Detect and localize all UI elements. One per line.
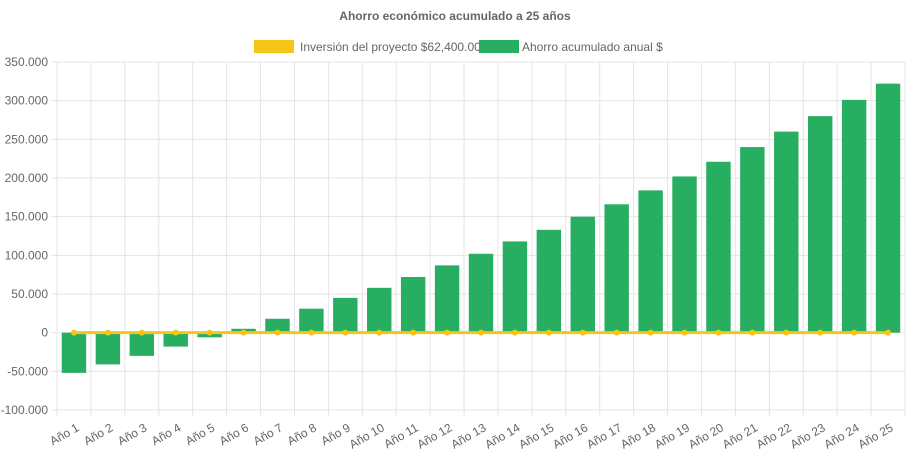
bar-savings[interactable] bbox=[434, 265, 460, 333]
x-gridlines bbox=[56, 62, 906, 416]
y-tick-label: 300.000 bbox=[5, 94, 49, 108]
x-tick-label: Año 1 bbox=[47, 420, 81, 448]
x-tick-label: Año 10 bbox=[347, 420, 387, 451]
bar-savings[interactable] bbox=[468, 253, 494, 333]
point-investment[interactable] bbox=[783, 329, 790, 336]
x-tick-label: Año 13 bbox=[449, 420, 489, 451]
point-investment[interactable] bbox=[478, 329, 484, 336]
point-investment[interactable] bbox=[647, 329, 654, 336]
point-investment[interactable] bbox=[817, 329, 824, 336]
y-tick-label: 350.000 bbox=[5, 55, 49, 69]
x-axis-tick-labels: Año 1 Año 2 Año 3 Año 4 Año 5 Año 6 Año 7 Año 8… bbox=[47, 420, 896, 451]
y-tick-label: 50.000 bbox=[11, 287, 48, 301]
bar-savings[interactable] bbox=[536, 229, 562, 333]
x-tick-label: Año 15 bbox=[516, 420, 556, 451]
x-tick-label: Año 25 bbox=[856, 420, 896, 451]
point-investment[interactable] bbox=[579, 329, 586, 336]
legend-item-savings[interactable]: Ahorro acumulado anual $ bbox=[479, 40, 663, 54]
bar-savings[interactable] bbox=[333, 297, 358, 333]
legend-swatch-investment bbox=[254, 40, 294, 53]
point-investment[interactable] bbox=[681, 329, 688, 336]
y-tick-label: -50.000 bbox=[7, 364, 48, 378]
x-tick-label: Año 2 bbox=[81, 420, 115, 448]
x-tick-label: Año 18 bbox=[618, 420, 658, 451]
bar-savings[interactable] bbox=[61, 332, 87, 373]
bar-savings[interactable] bbox=[502, 241, 528, 333]
point-investment[interactable] bbox=[206, 329, 213, 336]
x-tick-label: Año 6 bbox=[217, 420, 251, 448]
x-tick-label: Año 8 bbox=[285, 420, 319, 448]
x-tick-label: Año 12 bbox=[415, 420, 455, 451]
bar-savings[interactable] bbox=[841, 99, 867, 333]
x-tick-label: Año 7 bbox=[251, 420, 285, 448]
legend-swatch-savings bbox=[479, 40, 519, 53]
chart-title: Ahorro económico acumulado a 25 años bbox=[339, 9, 571, 23]
x-tick-label: Año 11 bbox=[381, 420, 420, 451]
point-investment[interactable] bbox=[240, 329, 247, 336]
bar-savings[interactable] bbox=[265, 318, 290, 333]
bar-savings[interactable] bbox=[299, 308, 324, 333]
bar-savings[interactable] bbox=[638, 190, 663, 333]
bar-series-savings bbox=[61, 83, 901, 373]
legend: Inversión del proyecto $62,400.00 Ahorro… bbox=[254, 40, 663, 54]
bar-savings[interactable] bbox=[875, 83, 901, 333]
bar-savings[interactable] bbox=[129, 332, 155, 356]
point-investment[interactable] bbox=[613, 329, 620, 336]
point-investment[interactable] bbox=[138, 329, 145, 336]
point-investment[interactable] bbox=[104, 329, 111, 336]
legend-label-savings: Ahorro acumulado anual $ bbox=[522, 40, 663, 54]
x-tick-label: Año 21 bbox=[720, 420, 760, 451]
x-tick-label: Año 17 bbox=[584, 420, 624, 451]
x-tick-label: Año 22 bbox=[754, 420, 794, 451]
x-tick-label: Año 19 bbox=[652, 420, 692, 451]
bar-savings[interactable] bbox=[604, 204, 629, 333]
point-investment[interactable] bbox=[172, 329, 179, 336]
x-tick-label: Año 16 bbox=[550, 420, 590, 451]
point-investment[interactable] bbox=[545, 329, 552, 336]
point-investment[interactable] bbox=[70, 329, 77, 336]
y-tick-label: -100.000 bbox=[1, 403, 49, 417]
legend-label-investment: Inversión del proyecto $62,400.00 bbox=[300, 40, 481, 54]
point-investment[interactable] bbox=[885, 329, 892, 336]
bar-savings[interactable] bbox=[706, 161, 731, 333]
bar-savings[interactable] bbox=[807, 116, 833, 333]
legend-item-investment[interactable]: Inversión del proyecto $62,400.00 bbox=[254, 40, 481, 54]
point-investment[interactable] bbox=[715, 329, 722, 336]
x-tick-label: Año 20 bbox=[686, 420, 726, 451]
bar-savings[interactable] bbox=[774, 131, 799, 333]
line-series-investment bbox=[70, 329, 892, 336]
y-tick-label: 250.000 bbox=[5, 132, 49, 146]
point-investment[interactable] bbox=[851, 329, 858, 336]
point-investment[interactable] bbox=[342, 329, 349, 336]
point-investment[interactable] bbox=[376, 329, 383, 336]
x-tick-label: Año 24 bbox=[822, 420, 862, 451]
point-investment[interactable] bbox=[444, 329, 451, 336]
x-tick-label: Año 4 bbox=[149, 420, 183, 448]
x-tick-label: Año 9 bbox=[319, 420, 353, 448]
point-investment[interactable] bbox=[274, 329, 281, 336]
y-tick-label: 100.000 bbox=[5, 248, 49, 262]
point-investment[interactable] bbox=[511, 329, 518, 336]
bar-savings[interactable] bbox=[400, 276, 426, 333]
bar-savings[interactable] bbox=[163, 332, 188, 347]
point-investment[interactable] bbox=[749, 329, 756, 336]
y-axis-tick-labels: 350.000 300.000 250.000 200.000 150.000 100.0… bbox=[1, 55, 49, 417]
bar-savings[interactable] bbox=[95, 332, 121, 365]
bar-savings[interactable] bbox=[672, 176, 697, 333]
x-tick-label: Año 3 bbox=[115, 420, 149, 448]
y-tick-label: 200.000 bbox=[5, 171, 49, 185]
bar-savings[interactable] bbox=[367, 287, 392, 333]
y-tick-label: 0 bbox=[41, 326, 48, 340]
point-investment[interactable] bbox=[410, 329, 417, 336]
bar-savings[interactable] bbox=[740, 147, 765, 333]
x-tick-label: Año 5 bbox=[183, 420, 217, 448]
bar-savings[interactable] bbox=[570, 216, 595, 333]
y-tick-label: 150.000 bbox=[5, 210, 49, 224]
x-tick-label: Año 14 bbox=[482, 420, 522, 451]
x-tick-label: Año 23 bbox=[788, 420, 828, 451]
point-investment[interactable] bbox=[308, 329, 315, 336]
